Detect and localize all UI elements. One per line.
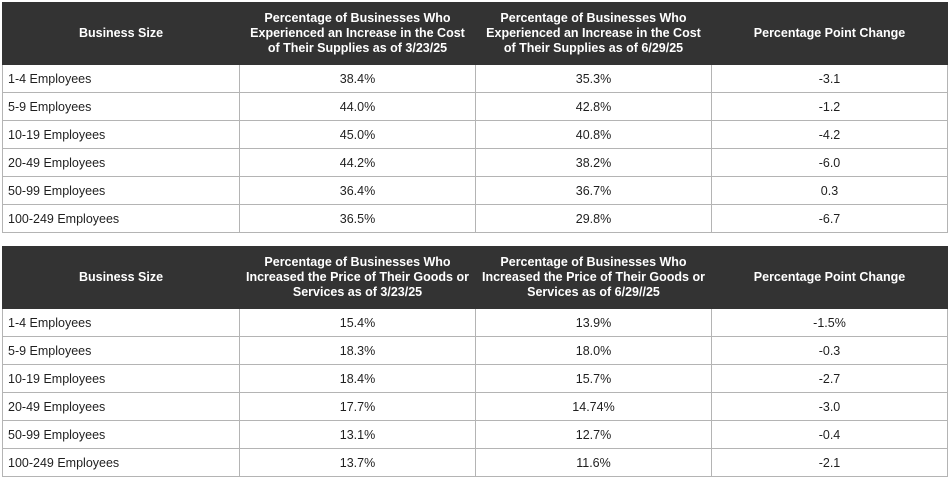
change-value-cell: -3.0 <box>711 392 948 421</box>
change-value-cell: -3.1 <box>711 64 948 93</box>
mar-value-cell: 17.7% <box>239 392 476 421</box>
jun-value-cell: 14.74% <box>475 392 712 421</box>
change-value-cell: -6.0 <box>711 148 948 177</box>
table-row: 5-9 Employees 44.0% 42.8% -1.2 <box>2 92 948 121</box>
jun-value-cell: 29.8% <box>475 204 712 233</box>
table-row: 1-4 Employees 15.4% 13.9% -1.5% <box>2 308 948 337</box>
business-size-cell: 5-9 Employees <box>2 92 240 121</box>
mar-value-cell: 36.5% <box>239 204 476 233</box>
header-price-increase-mar: Percentage of Businesses Who Increased t… <box>239 246 476 309</box>
business-size-cell: 20-49 Employees <box>2 392 240 421</box>
mar-value-cell: 36.4% <box>239 176 476 205</box>
mar-value-cell: 18.4% <box>239 364 476 393</box>
mar-value-cell: 38.4% <box>239 64 476 93</box>
change-value-cell: -2.7 <box>711 364 948 393</box>
jun-value-cell: 38.2% <box>475 148 712 177</box>
change-value-cell: -1.2 <box>711 92 948 121</box>
header-price-increase-jun: Percentage of Businesses Who Increased t… <box>475 246 712 309</box>
business-size-cell: 20-49 Employees <box>2 148 240 177</box>
jun-value-cell: 12.7% <box>475 420 712 449</box>
jun-value-cell: 13.9% <box>475 308 712 337</box>
jun-value-cell: 40.8% <box>475 120 712 149</box>
jun-value-cell: 42.8% <box>475 92 712 121</box>
jun-value-cell: 36.7% <box>475 176 712 205</box>
mar-value-cell: 18.3% <box>239 336 476 365</box>
change-value-cell: 0.3 <box>711 176 948 205</box>
price-increase-table: Business Size Percentage of Businesses W… <box>2 246 948 477</box>
table-row: 10-19 Employees 45.0% 40.8% -4.2 <box>2 120 948 149</box>
change-value-cell: -0.4 <box>711 420 948 449</box>
table-row: 1-4 Employees 38.4% 35.3% -3.1 <box>2 64 948 93</box>
mar-value-cell: 13.7% <box>239 448 476 477</box>
change-value-cell: -1.5% <box>711 308 948 337</box>
mar-value-cell: 44.2% <box>239 148 476 177</box>
business-size-cell: 5-9 Employees <box>2 336 240 365</box>
header-business-size: Business Size <box>2 246 240 309</box>
business-size-cell: 10-19 Employees <box>2 364 240 393</box>
table-row: 20-49 Employees 17.7% 14.74% -3.0 <box>2 392 948 421</box>
business-size-cell: 50-99 Employees <box>2 420 240 449</box>
change-value-cell: -0.3 <box>711 336 948 365</box>
mar-value-cell: 13.1% <box>239 420 476 449</box>
table-row: 10-19 Employees 18.4% 15.7% -2.7 <box>2 364 948 393</box>
change-value-cell: -6.7 <box>711 204 948 233</box>
header-point-change: Percentage Point Change <box>711 246 948 309</box>
header-business-size: Business Size <box>2 2 240 65</box>
table-row: 5-9 Employees 18.3% 18.0% -0.3 <box>2 336 948 365</box>
supply-cost-table: Business Size Percentage of Businesses W… <box>2 2 948 233</box>
jun-value-cell: 15.7% <box>475 364 712 393</box>
business-size-cell: 50-99 Employees <box>2 176 240 205</box>
business-size-cell: 100-249 Employees <box>2 448 240 477</box>
business-size-cell: 100-249 Employees <box>2 204 240 233</box>
jun-value-cell: 18.0% <box>475 336 712 365</box>
business-size-cell: 10-19 Employees <box>2 120 240 149</box>
mar-value-cell: 44.0% <box>239 92 476 121</box>
header-row: Business Size Percentage of Businesses W… <box>2 2 948 65</box>
mar-value-cell: 45.0% <box>239 120 476 149</box>
table-row: 100-249 Employees 36.5% 29.8% -6.7 <box>2 204 948 233</box>
change-value-cell: -2.1 <box>711 448 948 477</box>
table-row: 50-99 Employees 36.4% 36.7% 0.3 <box>2 176 948 205</box>
table-row: 100-249 Employees 13.7% 11.6% -2.1 <box>2 448 948 477</box>
mar-value-cell: 15.4% <box>239 308 476 337</box>
business-size-cell: 1-4 Employees <box>2 64 240 93</box>
jun-value-cell: 35.3% <box>475 64 712 93</box>
table-row: 50-99 Employees 13.1% 12.7% -0.4 <box>2 420 948 449</box>
jun-value-cell: 11.6% <box>475 448 712 477</box>
header-supply-cost-mar: Percentage of Businesses Who Experienced… <box>239 2 476 65</box>
header-supply-cost-jun: Percentage of Businesses Who Experienced… <box>475 2 712 65</box>
business-size-cell: 1-4 Employees <box>2 308 240 337</box>
header-row: Business Size Percentage of Businesses W… <box>2 246 948 309</box>
table-row: 20-49 Employees 44.2% 38.2% -6.0 <box>2 148 948 177</box>
change-value-cell: -4.2 <box>711 120 948 149</box>
header-point-change: Percentage Point Change <box>711 2 948 65</box>
